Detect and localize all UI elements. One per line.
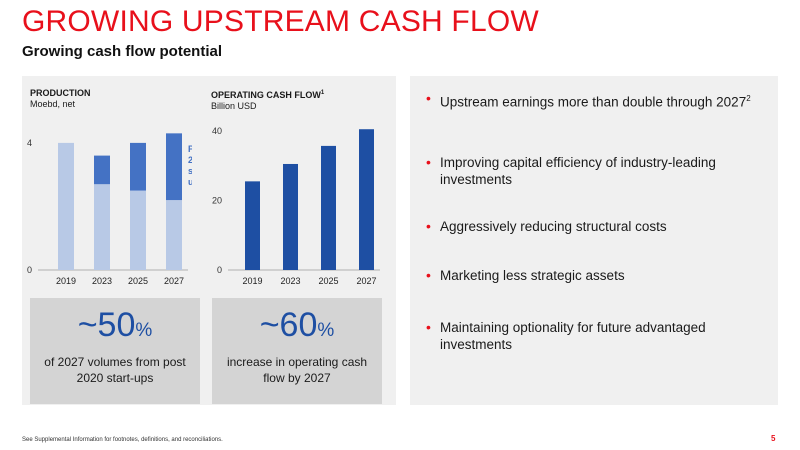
x-tick-label: 2019: [56, 276, 76, 286]
bullet-item: Improving capital efficiency of industry…: [426, 154, 766, 188]
bar-2027-series-0: [166, 200, 182, 270]
stat-value-volumes: ~50%: [77, 306, 153, 344]
bullet-item: Upstream earnings more than double throu…: [426, 90, 751, 111]
x-tick-label: 2027: [356, 276, 376, 286]
bar-2025-series-0: [321, 145, 336, 270]
bar-2025-series-0: [130, 190, 146, 270]
page-title: GROWING UPSTREAM CASH FLOW: [22, 5, 539, 38]
x-tick-label: 2023: [92, 276, 112, 286]
x-tick-label: 2019: [242, 276, 262, 286]
x-tick-label: 2027: [164, 276, 184, 286]
production-chart-header: PRODUCTION Moebd, net: [30, 88, 91, 110]
production-chart: 0 4 2019 2023 2025 2027 Post2020start-ups: [27, 133, 192, 286]
bullet-item: Aggressively reducing structural costs: [426, 218, 667, 235]
bullet-item: Marketing less strategic assets: [426, 267, 625, 284]
y-tick-label: 20: [212, 195, 222, 205]
y-tick-label: 0: [217, 265, 222, 275]
ocf-chart: 0 20 40 2019 2023 2025 2027: [212, 126, 380, 286]
ocf-chart-title: OPERATING CASH FLOW1: [211, 90, 325, 100]
page-number: 5: [771, 434, 776, 443]
bar-2027-series-1: [166, 133, 182, 201]
ocf-chart-unit: Billion USD: [211, 101, 257, 111]
stat-desc-volumes: of 2027 volumes from post 2020 start-ups: [44, 355, 186, 385]
series-annotation: Post2020start-ups: [188, 144, 192, 187]
bar-2023-series-0: [94, 184, 110, 270]
y-tick-label: 4: [27, 138, 32, 148]
bar-2019-series-0: [245, 181, 260, 270]
page-subtitle: Growing cash flow potential: [22, 43, 223, 60]
bullet-item: Maintaining optionality for future advan…: [426, 319, 766, 353]
bar-2027-series-0: [359, 129, 374, 270]
x-tick-label: 2023: [280, 276, 300, 286]
y-tick-label: 0: [27, 265, 32, 275]
production-chart-unit: Moebd, net: [30, 99, 76, 109]
x-tick-label: 2025: [128, 276, 148, 286]
stat-value-cashflow: ~60%: [259, 306, 335, 344]
footnote: See Supplemental Information for footnot…: [22, 437, 223, 443]
bar-2023-series-1: [94, 155, 110, 185]
production-chart-title: PRODUCTION: [30, 88, 91, 98]
bar-2019-series-0: [58, 142, 74, 270]
stat-box-cashflow: ~60% increase in operating cash flow by …: [212, 298, 382, 404]
x-tick-label: 2025: [318, 276, 338, 286]
bar-2025-series-1: [130, 142, 146, 191]
bar-2023-series-0: [283, 163, 298, 270]
bullets-panel: [410, 76, 778, 405]
stat-desc-cashflow: increase in operating cash flow by 2027: [226, 355, 368, 385]
ocf-chart-header: OPERATING CASH FLOW1 Billion USD: [211, 88, 324, 112]
stat-box-volumes: ~50% of 2027 volumes from post 2020 star…: [30, 298, 200, 404]
y-tick-label: 40: [212, 126, 222, 136]
